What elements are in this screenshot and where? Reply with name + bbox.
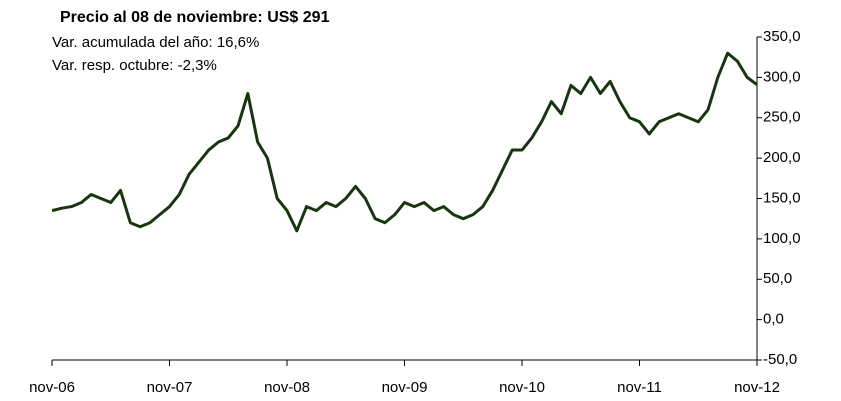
y-tick-label: 300,0 (763, 68, 801, 85)
y-tick-label: 0,0 (763, 311, 784, 328)
y-tick-label: 200,0 (763, 149, 801, 166)
y-tick-label: 50,0 (763, 270, 792, 287)
x-tick-label: nov-08 (264, 379, 310, 396)
y-tick-label: -50,0 (763, 351, 797, 368)
y-tick-label: 100,0 (763, 230, 801, 247)
subtitle: Var. resp. octubre: -2,3% (52, 57, 217, 74)
x-tick-label: nov-06 (29, 379, 75, 396)
x-tick-label: nov-07 (147, 379, 193, 396)
x-tick-label: nov-10 (499, 379, 545, 396)
y-tick-label: 250,0 (763, 109, 801, 126)
subtitle: Var. acumulada del año: 16,6% (52, 34, 259, 51)
x-tick-label: nov-11 (617, 379, 662, 396)
price-line (51, 51, 758, 233)
y-tick-label: 350,0 (763, 28, 801, 45)
x-tick-label: nov-09 (382, 379, 428, 396)
x-tick-label: nov-12 (734, 379, 780, 396)
y-tick-label: 150,0 (763, 189, 801, 206)
chart-title: Precio al 08 de noviembre: US$ 291 (60, 9, 330, 26)
